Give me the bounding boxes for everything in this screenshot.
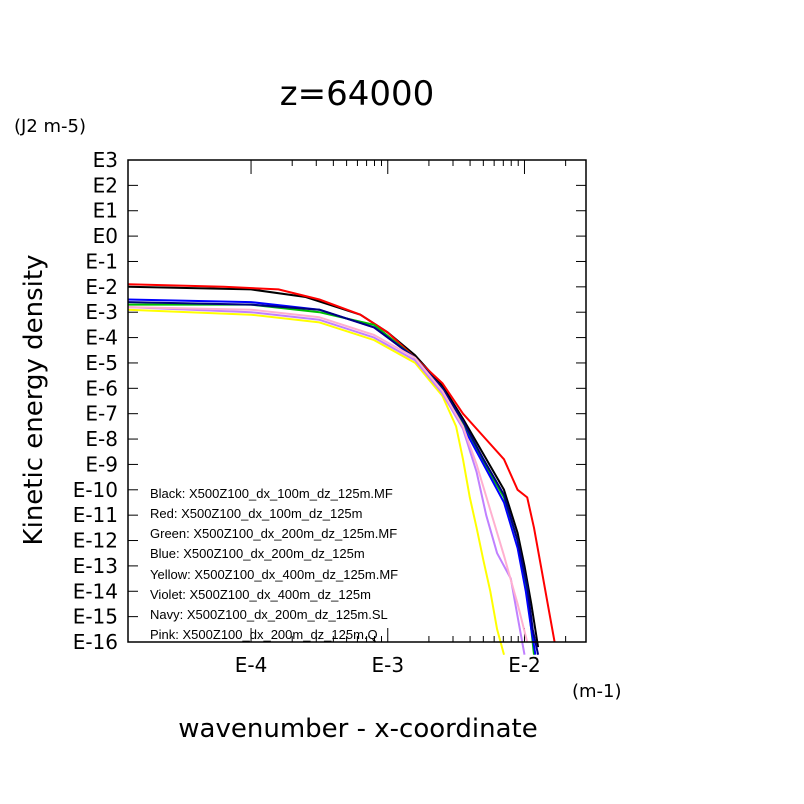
series-layer bbox=[127, 283, 556, 655]
x-axis-ticks: E-4 E-3 E-2 bbox=[235, 160, 567, 677]
series-line-4 bbox=[127, 308, 505, 655]
y-tick-label: E0 bbox=[93, 224, 118, 248]
y-axis-label: Kinetic energy density bbox=[19, 255, 49, 546]
y-tick-label: E-9 bbox=[85, 452, 118, 476]
plot-frame bbox=[127, 159, 587, 643]
legend-entry: Violet: X500Z100_dx_400m_dz_125m bbox=[150, 587, 371, 602]
y-tick-label: E-13 bbox=[73, 554, 118, 578]
y-tick-label: E-2 bbox=[85, 275, 118, 299]
legend-entry: Navy: X500Z100_dx_200m_dz_125m.SL bbox=[150, 607, 388, 622]
y-tick-label: E3 bbox=[93, 148, 118, 172]
y-tick-label: E-16 bbox=[73, 630, 118, 654]
series-line-7 bbox=[127, 306, 529, 643]
y-tick-label: E1 bbox=[93, 199, 118, 223]
y-tick-label: E-1 bbox=[85, 249, 118, 273]
y-tick-label: E2 bbox=[93, 173, 118, 197]
series-line-6 bbox=[127, 301, 540, 655]
legend-entry: Red: X500Z100_dx_100m_dz_125m bbox=[150, 506, 362, 521]
y-tick-label: E-10 bbox=[73, 478, 118, 502]
y-axis-ticks: E3E2E1E0E-1E-2E-3E-4E-5E-6E-7E-8E-9E-10E… bbox=[73, 148, 586, 654]
x-axis-label: wavenumber - x-coordinate bbox=[178, 714, 537, 744]
x-tick-label: E-2 bbox=[508, 653, 541, 677]
x-tick-label: E-4 bbox=[235, 653, 268, 677]
y-tick-label: E-15 bbox=[73, 605, 118, 629]
x-tick-label: E-3 bbox=[371, 653, 404, 677]
legend-entry: Yellow: X500Z100_dx_400m_dz_125m.MF bbox=[150, 567, 398, 582]
y-unit-label: (J2 m-5) bbox=[14, 116, 86, 137]
legend-entry: Blue: X500Z100_dx_200m_dz_125m bbox=[150, 546, 365, 561]
y-tick-label: E-11 bbox=[73, 503, 118, 527]
legend-entry: Black: X500Z100_dx_100m_dz_125m.MF bbox=[150, 486, 393, 501]
series-line-2 bbox=[128, 303, 535, 655]
series-line-1 bbox=[127, 283, 556, 643]
y-tick-label: E-6 bbox=[85, 376, 118, 400]
x-unit-label: (m-1) bbox=[572, 681, 622, 702]
y-tick-label: E-3 bbox=[85, 300, 118, 324]
y-tick-label: E-14 bbox=[73, 579, 118, 603]
y-tick-label: E-8 bbox=[85, 427, 118, 451]
y-tick-label: E-4 bbox=[85, 326, 118, 350]
legend-entry: Green: X500Z100_dx_200m_dz_125m.MF bbox=[150, 526, 397, 541]
legend-entry: Pink: X500Z100_dx_200m_dz_125m.Q bbox=[150, 627, 378, 642]
legend: Black: X500Z100_dx_100m_dz_125m.MF Red: … bbox=[150, 486, 398, 642]
series-line-0 bbox=[127, 285, 540, 648]
y-tick-label: E-5 bbox=[85, 351, 118, 375]
chart-title: z=64000 bbox=[280, 74, 435, 114]
y-tick-label: E-7 bbox=[85, 402, 118, 426]
y-tick-label: E-12 bbox=[73, 529, 118, 553]
